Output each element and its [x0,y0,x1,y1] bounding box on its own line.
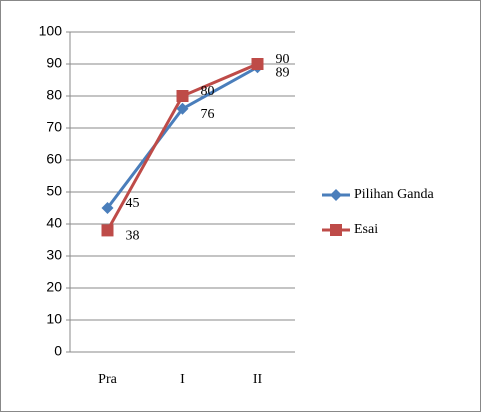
y-tick-label: 80 [46,87,62,103]
y-tick-label: 90 [46,55,62,71]
data-label: 76 [201,107,215,122]
data-label: 38 [126,229,140,244]
data-label: 45 [126,196,140,211]
y-tick-label: 70 [46,119,62,135]
x-tick-label: II [253,372,263,387]
marker [330,189,342,201]
y-tick-label: 100 [39,23,63,39]
data-label: 90 [276,52,290,67]
marker [101,224,114,237]
y-tick-label: 20 [46,279,62,295]
legend-label: Esai [354,222,378,237]
data-label: 80 [201,84,215,99]
legend-label: Pilihan Ganda [354,187,434,202]
marker [176,90,189,102]
y-tick-label: 0 [54,343,62,359]
y-tick-label: 50 [46,183,62,199]
x-tick-label: I [180,372,185,387]
y-tick-label: 60 [46,151,62,167]
y-tick-label: 40 [46,215,62,231]
y-tick-label: 10 [46,311,62,327]
x-tick-label: Pra [98,372,117,387]
marker [101,202,114,214]
data-label: 89 [276,65,290,80]
marker [330,224,342,236]
marker [251,58,264,70]
marker [176,102,189,115]
y-tick-label: 30 [46,247,62,263]
